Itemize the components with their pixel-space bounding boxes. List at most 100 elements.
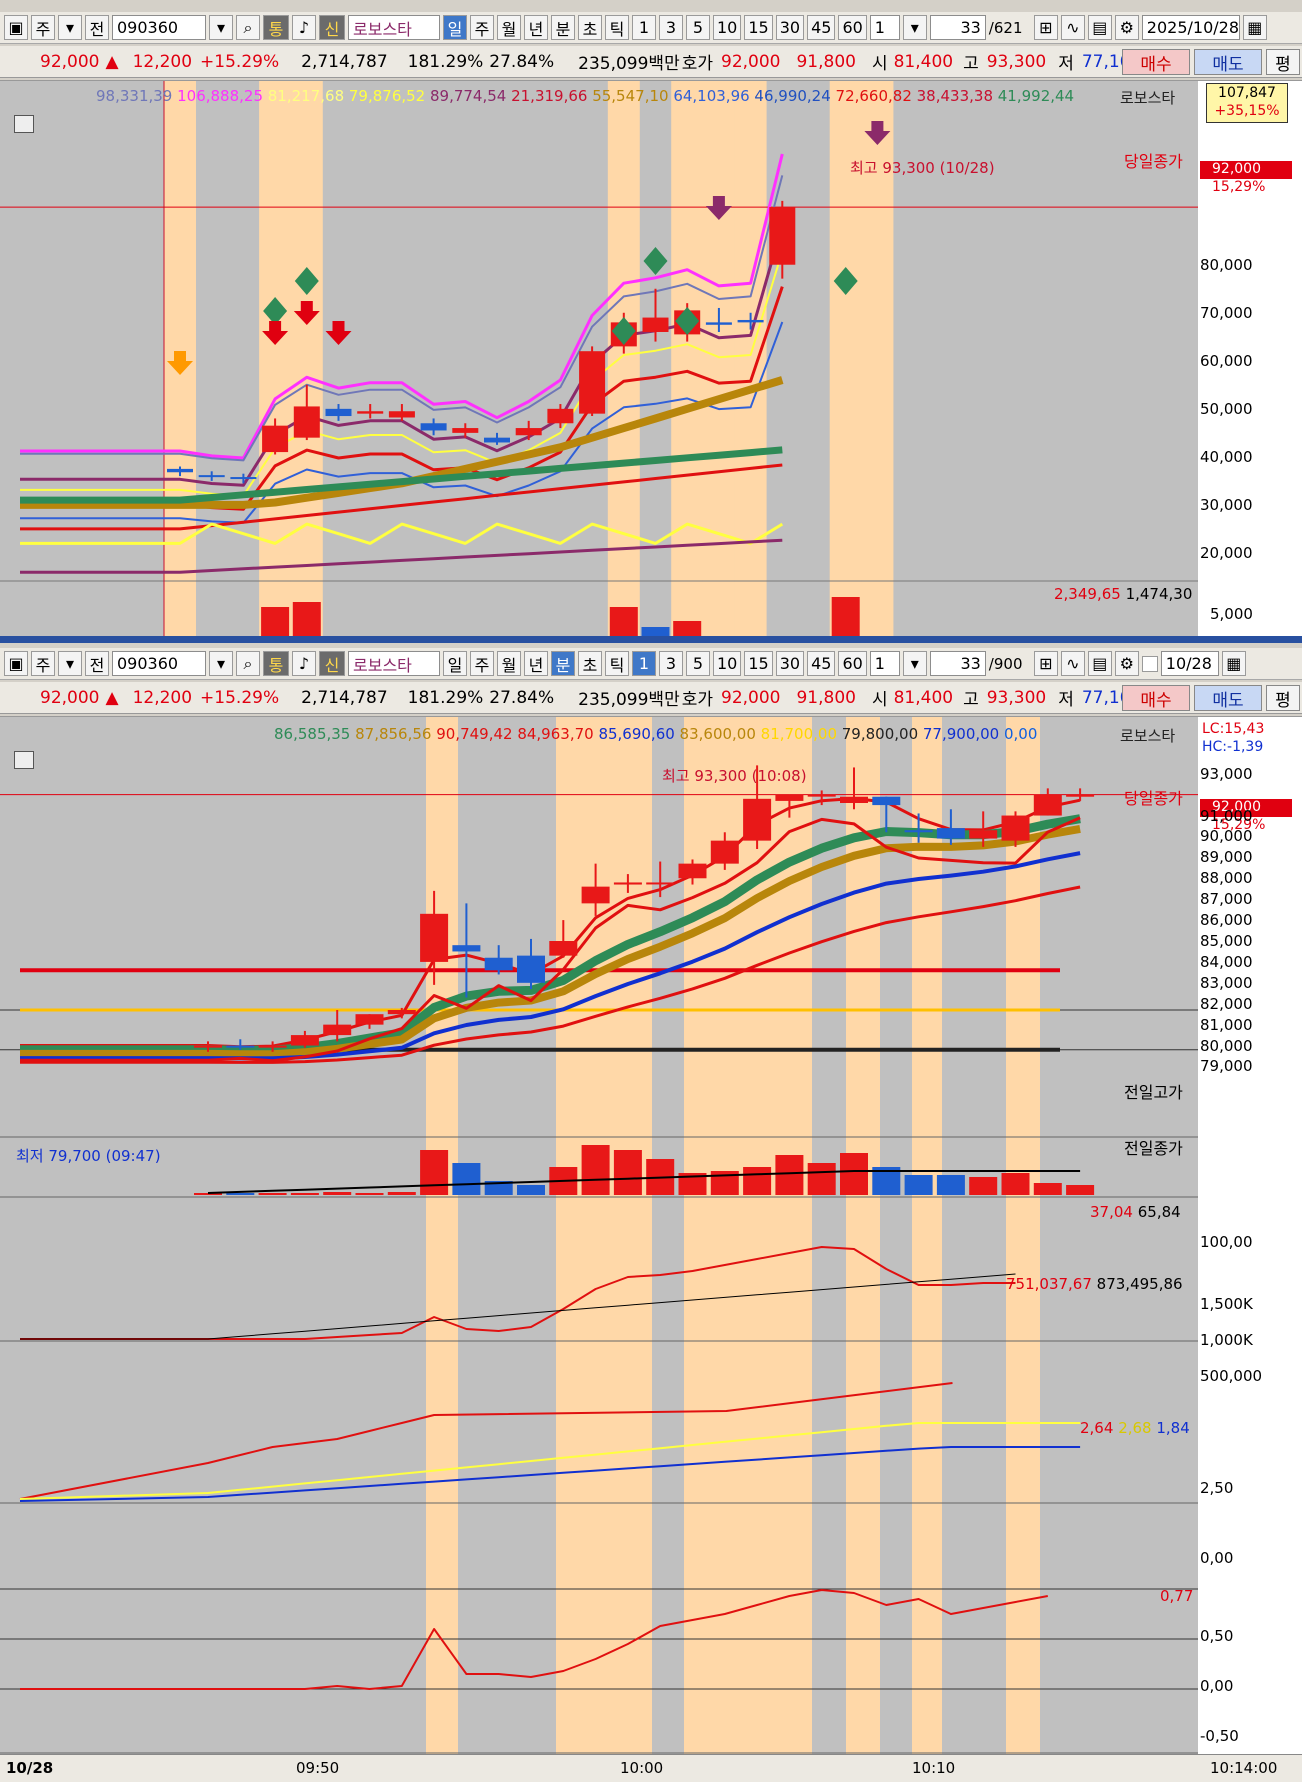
ind4-line xyxy=(20,1589,1048,1690)
search-icon[interactable]: ⌕ xyxy=(236,651,260,676)
checkbox[interactable] xyxy=(1141,655,1158,672)
n-3[interactable]: 3 xyxy=(659,15,683,40)
grid-icon[interactable] xyxy=(14,751,34,769)
period-minute[interactable]: 분 xyxy=(551,651,575,676)
period-week[interactable]: 주 xyxy=(470,15,494,40)
badge-tong[interactable]: 통 xyxy=(263,15,289,40)
sound-icon[interactable]: ♪ xyxy=(292,651,316,676)
gear-icon[interactable]: ⚙ xyxy=(1114,651,1139,676)
dropdown-icon[interactable]: ▾ xyxy=(58,15,82,40)
tab-stock[interactable]: 주 xyxy=(31,15,55,40)
highlight-band xyxy=(846,717,880,1755)
hoga-label: 호가 xyxy=(681,690,713,710)
count-select[interactable]: 1 xyxy=(869,651,900,676)
n-5[interactable]: 5 xyxy=(686,651,710,676)
obv-tick-3: 500,000 xyxy=(1200,1367,1263,1385)
minute-ma-line-4 xyxy=(20,885,1081,1064)
page-input[interactable]: 33 xyxy=(929,15,986,40)
badge-sin[interactable]: 신 xyxy=(319,651,345,676)
n-60[interactable]: 60 xyxy=(838,651,867,676)
count-select[interactable]: 1 xyxy=(869,15,900,40)
date-input[interactable]: 2025/10/28 xyxy=(1141,15,1240,40)
calendar-icon[interactable]: ▦ xyxy=(1221,651,1246,676)
bottom-y-tick-2: 90,000 xyxy=(1200,827,1253,846)
ind3-legend-1: 2,64 xyxy=(1080,1419,1114,1437)
save-icon[interactable]: ▤ xyxy=(1087,15,1112,40)
sell-button[interactable]: 매도 xyxy=(1194,685,1262,711)
draw-icon[interactable]: ∿ xyxy=(1060,651,1085,676)
n-10[interactable]: 10 xyxy=(713,651,742,676)
grid-icon[interactable] xyxy=(14,115,34,133)
chart-tool-icon[interactable]: ⊞ xyxy=(1033,15,1058,40)
period-week[interactable]: 주 xyxy=(470,651,494,676)
n-15[interactable]: 15 xyxy=(744,15,773,40)
buy-button[interactable]: 매수 xyxy=(1122,49,1190,75)
highlight-band xyxy=(734,81,767,637)
period-month[interactable]: 월 xyxy=(497,15,521,40)
period-year[interactable]: 년 xyxy=(524,15,548,40)
period-month[interactable]: 월 xyxy=(497,651,521,676)
n-1[interactable]: 1 xyxy=(632,651,656,676)
calendar-icon[interactable]: ▦ xyxy=(1242,15,1267,40)
eval-button[interactable]: 평 xyxy=(1266,49,1300,75)
n-45[interactable]: 45 xyxy=(807,15,836,40)
date-input[interactable]: 10/28 xyxy=(1160,651,1219,676)
n-15[interactable]: 15 xyxy=(744,651,773,676)
period-tick[interactable]: 틱 xyxy=(605,15,629,40)
chevron-down-icon[interactable]: ▾ xyxy=(902,651,927,676)
tab-prev[interactable]: 전 xyxy=(85,15,109,40)
candle-body xyxy=(293,406,320,438)
chevron-down-icon[interactable]: ▾ xyxy=(209,15,233,40)
candle-body xyxy=(737,319,764,323)
bottom-y-tick-10: 82,000 xyxy=(1200,994,1253,1013)
period-tick[interactable]: 틱 xyxy=(605,651,629,676)
period-minute[interactable]: 분 xyxy=(551,15,575,40)
chevron-down-icon[interactable]: ▾ xyxy=(209,651,233,676)
chevron-down-icon[interactable]: ▾ xyxy=(902,15,927,40)
badge-tong[interactable]: 통 xyxy=(263,651,289,676)
period-second[interactable]: 초 xyxy=(578,651,602,676)
candle-body xyxy=(579,351,606,414)
n-10[interactable]: 10 xyxy=(713,15,742,40)
save-icon[interactable]: ▤ xyxy=(1087,651,1112,676)
layout-icon[interactable]: ▣ xyxy=(4,651,28,676)
n-5[interactable]: 5 xyxy=(686,15,710,40)
gear-icon[interactable]: ⚙ xyxy=(1114,15,1139,40)
candle-body xyxy=(969,830,998,839)
tab-prev[interactable]: 전 xyxy=(85,651,109,676)
dropdown-icon[interactable]: ▾ xyxy=(58,651,82,676)
n-30[interactable]: 30 xyxy=(775,651,805,676)
badge-sin[interactable]: 신 xyxy=(319,15,345,40)
n-1[interactable]: 1 xyxy=(632,15,656,40)
candle-body xyxy=(642,317,669,332)
bottom-y-tick-7: 85,000 xyxy=(1200,932,1253,950)
code-input[interactable]: 090360 xyxy=(112,15,206,40)
n-3[interactable]: 3 xyxy=(659,651,683,676)
tab-stock[interactable]: 주 xyxy=(31,651,55,676)
n-45[interactable]: 45 xyxy=(807,651,836,676)
period-second[interactable]: 초 xyxy=(578,15,602,40)
n-30[interactable]: 30 xyxy=(775,15,805,40)
period-day[interactable]: 일 xyxy=(443,651,467,676)
n-60[interactable]: 60 xyxy=(838,15,867,40)
chart-tool-icon[interactable]: ⊞ xyxy=(1033,651,1058,676)
draw-icon[interactable]: ∿ xyxy=(1060,15,1085,40)
layout-icon[interactable]: ▣ xyxy=(4,15,28,40)
sell-button[interactable]: 매도 xyxy=(1194,49,1262,75)
search-icon[interactable]: ⌕ xyxy=(236,15,260,40)
top-today-close-label: 당일종가 xyxy=(1124,152,1183,171)
minute-chart[interactable] xyxy=(0,717,1302,1755)
period-year[interactable]: 년 xyxy=(524,651,548,676)
daily-chart[interactable] xyxy=(0,81,1302,637)
sound-icon[interactable]: ♪ xyxy=(292,15,316,40)
eval-button[interactable]: 평 xyxy=(1266,685,1300,711)
moving-average-line-6 xyxy=(20,376,784,509)
ind3-tick-2: 0,00 xyxy=(1200,1549,1234,1567)
minute-volume-bar xyxy=(387,1192,416,1195)
buy-button[interactable]: 매수 xyxy=(1122,685,1190,711)
code-input[interactable]: 090360 xyxy=(112,651,206,676)
splitter[interactable] xyxy=(0,636,1302,643)
obv-legend-2: 873,495,86 xyxy=(1096,1275,1183,1293)
page-input[interactable]: 33 xyxy=(929,651,986,676)
period-day[interactable]: 일 xyxy=(443,15,467,40)
